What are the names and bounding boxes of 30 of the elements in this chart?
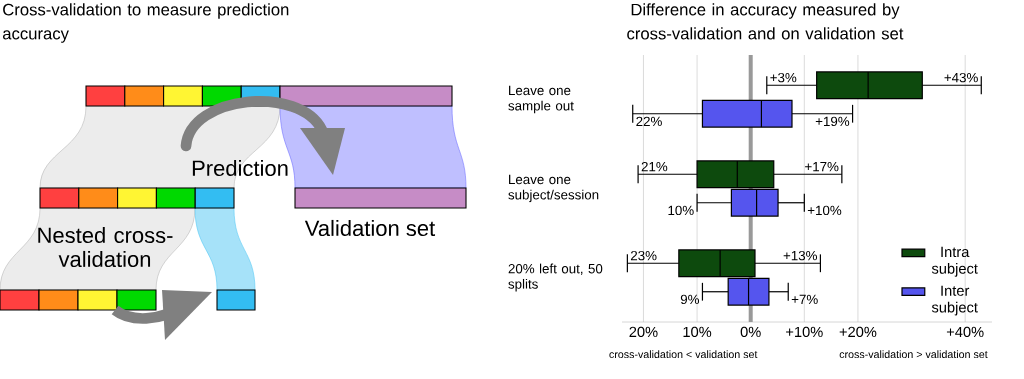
text: Cross-validation to measure prediction accuracy (2, 3, 289, 43)
legend-label: Inter subject (931, 285, 978, 316)
x-tick-label: +20% (839, 326, 877, 338)
y-tick-label: Leave one sample out (508, 85, 574, 114)
annotation: 10% (668, 205, 694, 216)
annotation: +3% (770, 72, 797, 83)
annotation: 23% (630, 250, 657, 261)
x-tick-label: 0% (740, 326, 761, 338)
x-tick-label: +40% (946, 326, 984, 338)
text: Nested cross-validation (38, 226, 173, 268)
y-tick-label: Leave one subject/session (508, 174, 599, 203)
text: cross-validation < validation set (609, 350, 758, 359)
text: Validation set (304, 219, 436, 237)
chart-title: Difference in accuracy measured by cross-validation and on validation set (627, 3, 904, 40)
annotation: +19% (815, 116, 850, 127)
x-tick-label: 20% (629, 326, 658, 338)
x-tick-label: 10% (683, 326, 712, 338)
annotation: +17% (805, 161, 839, 172)
text: Prediction (192, 159, 288, 177)
x-tick-label: +10% (786, 326, 823, 338)
annotation: +43% (944, 72, 978, 83)
y-tick-label: 20% left out, 50 splits (508, 263, 603, 292)
annotation: +10% (807, 205, 842, 216)
legend-label: Intra subject (931, 246, 978, 277)
annotation: 21% (641, 161, 668, 172)
annotation: 22% (636, 116, 662, 127)
text: cross-validation > validation set (839, 350, 988, 359)
annotation: +7% (791, 294, 818, 305)
annotation: 9% (680, 294, 700, 305)
annotation: +13% (783, 250, 818, 261)
